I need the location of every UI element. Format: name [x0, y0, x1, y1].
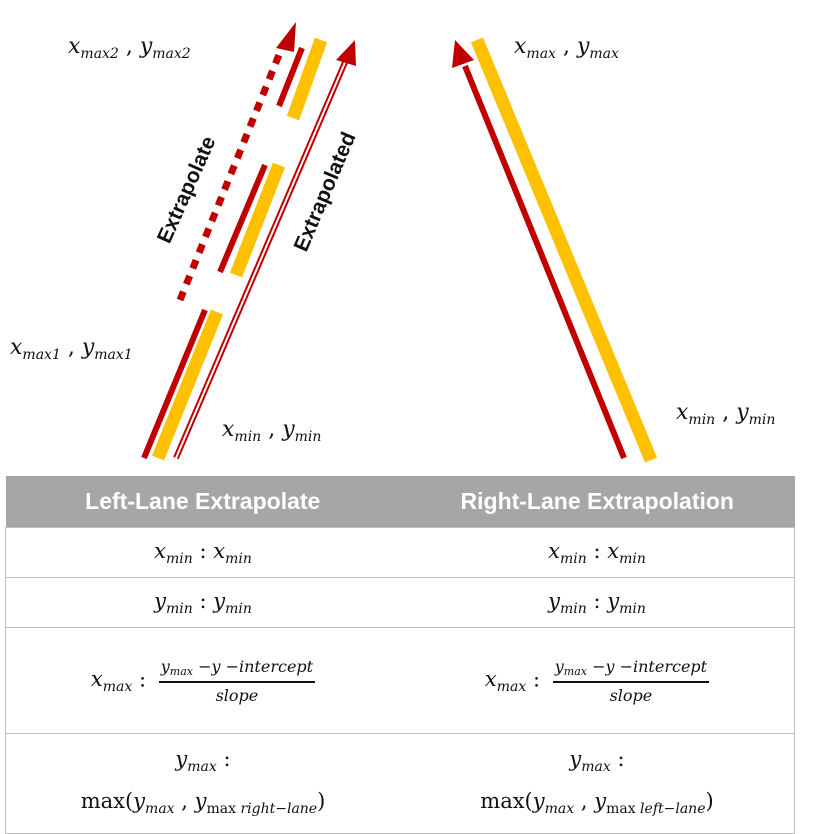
- right-lane-yellow-line: [470, 37, 658, 463]
- row-ymin: ymin : ymin ymin : ymin: [5, 577, 795, 628]
- cell-left-xmax: xmax : ymax −y −intercept slope: [5, 627, 400, 734]
- xmax-fraction-right: ymax −y −intercept slope: [552, 656, 710, 705]
- lane-extrapolation-diagram: [141, 22, 658, 463]
- right-lane-arrowhead: [452, 40, 474, 68]
- cell-right-ymin: ymin : ymin: [400, 577, 795, 628]
- left-lane-yellow-segment-top: [286, 37, 328, 121]
- label-left-min: xmin , ymin: [222, 417, 322, 445]
- row-ymax: ymax : max⁡(ymax , ymax right−lane) ymax…: [5, 733, 795, 834]
- cell-left-xmin: xmin : xmin: [5, 527, 400, 578]
- header-right-lane: Right-Lane Extrapolation: [400, 476, 795, 528]
- right-lane-red-arrow: [462, 64, 627, 460]
- extrapolation-table: Left-Lane Extrapolate Right-Lane Extrapo…: [5, 476, 795, 834]
- header-left-lane: Left-Lane Extrapolate: [5, 476, 400, 528]
- row-xmin: xmin : xmin xmin : xmin: [5, 527, 795, 578]
- left-lane-yellow-segment-bottom: [151, 309, 224, 461]
- table-header-row: Left-Lane Extrapolate Right-Lane Extrapo…: [5, 476, 795, 528]
- cell-left-ymin: ymin : ymin: [5, 577, 400, 628]
- extrapolate-dotted-arrow: [176, 48, 285, 302]
- cell-right-xmin: xmin : xmin: [400, 527, 795, 578]
- left-lane-yellow-segment-middle: [229, 162, 286, 278]
- row-xmax: xmax : ymax −y −intercept slope xmax : ym…: [5, 627, 795, 734]
- extrapolate-arrowhead: [276, 22, 296, 52]
- left-lane-red-segment-top: [276, 46, 305, 108]
- xmax-fraction-left: ymax −y −intercept slope: [158, 656, 316, 705]
- extrapolated-arrowhead: [336, 40, 356, 66]
- label-left-max2: xmax2 , ymax2: [68, 34, 191, 62]
- left-lane-red-segment-bottom: [141, 308, 208, 460]
- label-right-min: xmin , ymin: [676, 400, 776, 428]
- cell-right-ymax: ymax : max⁡(ymax , ymax left−lane): [400, 733, 795, 834]
- cell-left-ymax: ymax : max⁡(ymax , ymax right−lane): [5, 733, 400, 834]
- extrapolated-arrow-inner: [175, 59, 347, 459]
- left-lane-red-segment-middle: [217, 163, 268, 274]
- label-left-max1: xmax1 , ymax1: [10, 335, 133, 363]
- cell-right-xmax: xmax : ymax −y −intercept slope: [400, 627, 795, 734]
- label-right-max: xmax , ymax: [514, 34, 619, 62]
